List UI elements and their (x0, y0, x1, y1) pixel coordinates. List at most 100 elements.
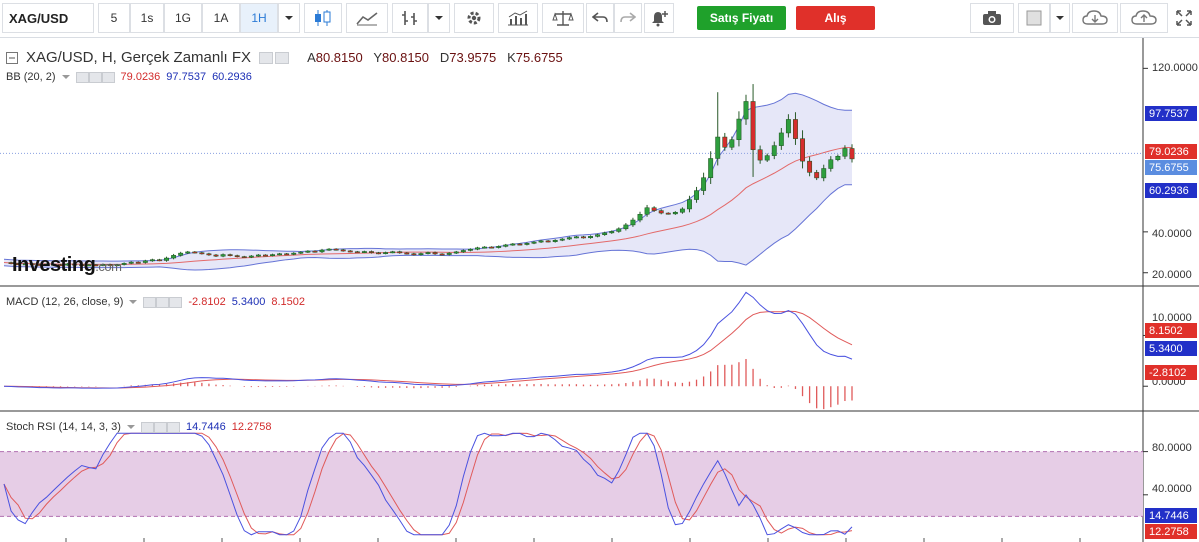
redo-icon (620, 12, 636, 23)
candle (192, 251, 198, 254)
timeframe-5[interactable]: 5 (98, 3, 130, 33)
candle (729, 139, 735, 148)
bb-label[interactable]: BB (20, 2) (6, 71, 56, 83)
screenshot-button[interactable] (970, 3, 1014, 33)
candle (312, 250, 318, 253)
undo-button[interactable] (586, 3, 614, 33)
visibility-icon[interactable] (143, 296, 157, 308)
candle (807, 160, 813, 173)
indicators-button[interactable] (498, 3, 538, 33)
save-chart-button[interactable] (1120, 3, 1168, 33)
collapse-icon[interactable] (6, 51, 18, 64)
compare-button[interactable] (542, 3, 584, 33)
gear-icon[interactable] (88, 71, 102, 83)
candle (793, 119, 798, 139)
macd-signal-value: 8.1502 (271, 296, 305, 308)
chevron-down-icon[interactable] (126, 424, 135, 430)
candle (595, 234, 601, 237)
candle (319, 249, 325, 253)
gear-icon[interactable] (153, 421, 167, 433)
bb-lower-tag: 60.2936 (1145, 183, 1197, 198)
scale-icon (552, 11, 574, 26)
investing-watermark: Investing.com (12, 254, 122, 277)
candle (531, 241, 537, 244)
visibility-icon[interactable] (140, 421, 154, 433)
redo-button[interactable] (614, 3, 642, 33)
candle (36, 264, 42, 266)
candle (460, 250, 466, 253)
candle (736, 118, 742, 140)
candle (376, 252, 381, 255)
candle (644, 207, 650, 215)
macd-hist-value: -2.8102 (188, 296, 226, 308)
close-icon[interactable] (166, 421, 180, 433)
load-chart-button[interactable] (1072, 3, 1118, 33)
candle (397, 251, 403, 254)
candle (72, 263, 78, 266)
candles-button[interactable] (304, 3, 342, 33)
close-icon[interactable] (101, 71, 115, 83)
close-label: K (507, 50, 516, 65)
macd-legend: MACD (12, 26, close, 9) -2.8102 5.3400 8… (6, 296, 305, 308)
candle (305, 250, 311, 253)
price-chart[interactable] (0, 38, 1199, 542)
candle (566, 237, 572, 240)
stoch-k-tag: 14.7446 (1145, 508, 1197, 523)
color-dropdown[interactable] (1050, 3, 1070, 33)
candle (411, 253, 417, 256)
visibility-icon[interactable] (75, 71, 89, 83)
chevron-down-icon[interactable] (129, 299, 138, 305)
timeframe-dropdown[interactable] (278, 3, 300, 33)
candle (651, 207, 657, 211)
timeframe-1a[interactable]: 1A (202, 3, 240, 33)
candle (665, 212, 671, 215)
candle (489, 246, 495, 249)
candle (453, 251, 459, 254)
buy-button[interactable]: Alış (796, 6, 875, 30)
candle (764, 155, 770, 161)
candle (361, 251, 367, 253)
ohlc-button[interactable] (392, 3, 428, 33)
candle (545, 240, 551, 243)
area-chart-button[interactable] (346, 3, 388, 33)
timeframe-1h[interactable]: 1H (240, 3, 278, 33)
chart-type-dropdown[interactable] (428, 3, 450, 33)
symbol-box[interactable]: XAG/USD (2, 3, 94, 33)
stoch-label[interactable]: Stoch RSI (14, 14, 3, 3) (6, 421, 121, 433)
candle (248, 255, 254, 258)
color-picker-button[interactable] (1018, 3, 1050, 33)
cloud-download-icon (1082, 10, 1108, 25)
gear-icon[interactable] (275, 51, 290, 64)
candle (149, 259, 155, 262)
candle (750, 101, 756, 150)
settings-button[interactable] (454, 3, 494, 33)
candle (679, 208, 685, 213)
chevron-down-icon (1056, 16, 1064, 20)
square-icon (1026, 10, 1042, 26)
high-value: 80.8150 (382, 50, 430, 65)
open-label: A (307, 50, 316, 65)
area-chart-icon (356, 12, 378, 26)
candle (22, 263, 28, 266)
sell-button[interactable]: Satış Fiyatı (697, 6, 786, 30)
macd-label[interactable]: MACD (12, 26, close, 9) (6, 296, 124, 308)
stoch-d-value: 12.2758 (231, 421, 272, 433)
gear-icon[interactable] (156, 296, 170, 308)
low-label: D (439, 50, 450, 65)
candle (107, 264, 113, 266)
timeframe-1g[interactable]: 1G (164, 3, 202, 33)
candle (439, 253, 445, 256)
expand-icon (1176, 10, 1192, 26)
timeframe-1s[interactable]: 1s (130, 3, 164, 33)
chevron-down-icon[interactable] (61, 74, 70, 80)
stoch-legend: Stoch RSI (14, 14, 3, 3) 14.7446 12.2758 (6, 421, 271, 433)
candle (8, 262, 14, 264)
close-icon[interactable] (169, 296, 183, 308)
candle (270, 254, 275, 256)
candle (51, 263, 56, 266)
indicators-icon (508, 10, 528, 26)
visibility-icon[interactable] (259, 51, 274, 64)
alert-button[interactable] (644, 3, 674, 33)
fullscreen-button[interactable] (1170, 3, 1198, 33)
watermark-brand: Investing (12, 254, 96, 276)
